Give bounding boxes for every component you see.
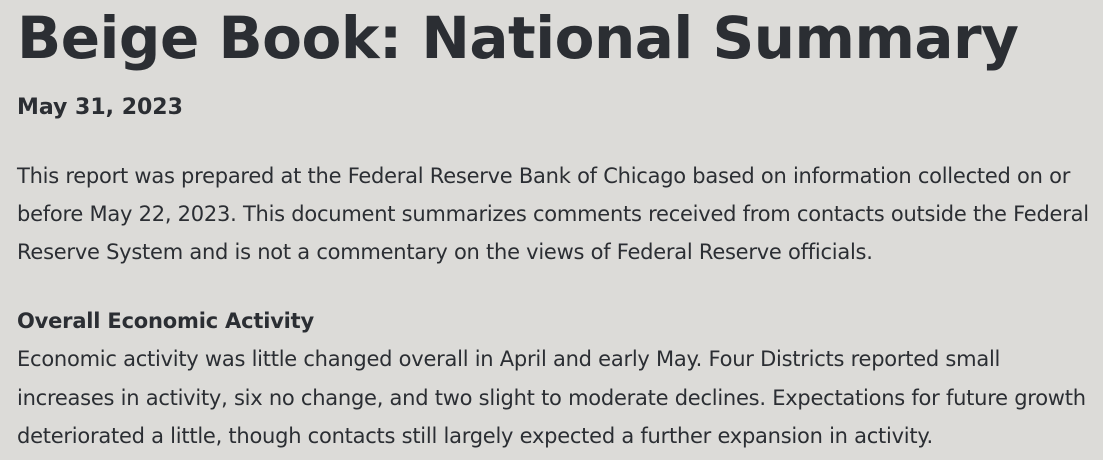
page-title: Beige Book: National Summary — [17, 4, 1019, 72]
publication-date: May 31, 2023 — [17, 95, 183, 120]
section-heading-overall-economic-activity: Overall Economic Activity — [17, 309, 315, 333]
section-body-overall-economic-activity: Economic activity was little changed ove… — [17, 347, 1086, 448]
intro-paragraph: This report was prepared at the Federal … — [17, 164, 1089, 264]
